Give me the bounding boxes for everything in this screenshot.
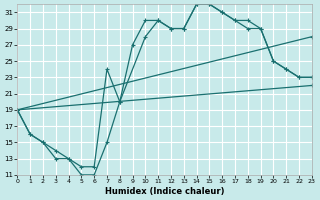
X-axis label: Humidex (Indice chaleur): Humidex (Indice chaleur): [105, 187, 224, 196]
